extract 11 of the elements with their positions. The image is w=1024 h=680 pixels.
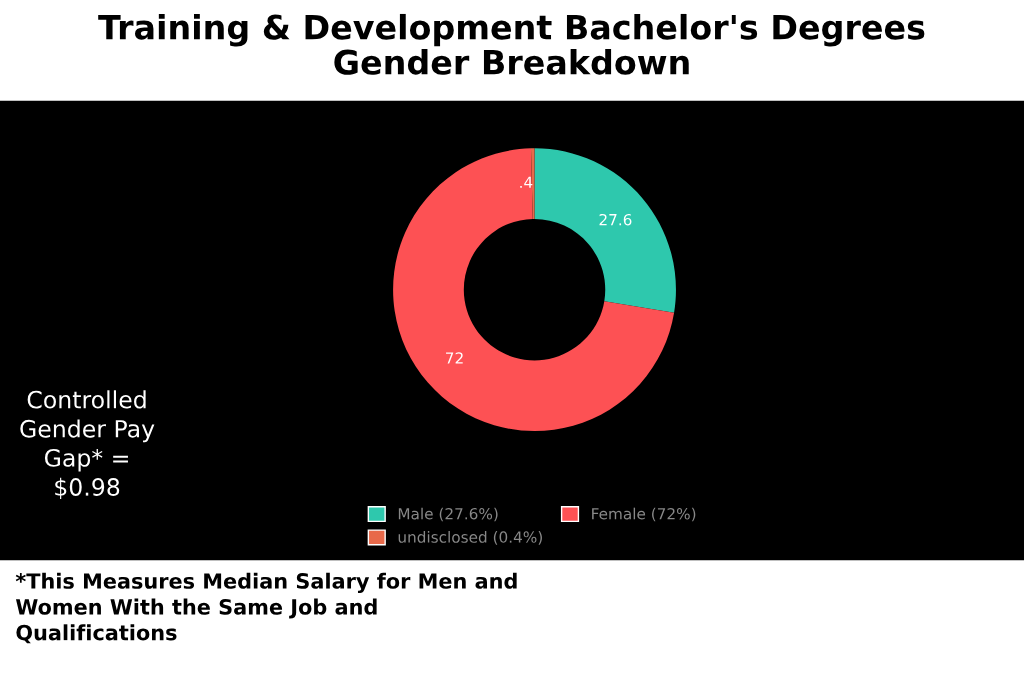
donut-slice (534, 148, 676, 313)
chart-title: Training & Development Bachelor's Degrees Gender Breakdown (98, 13, 925, 75)
text: Controlled Gender Pay Gap* = $0.98 (20, 390, 155, 500)
data-label: 27.6 (599, 213, 632, 226)
donut-slice (393, 148, 675, 432)
data-label: .4 (520, 176, 533, 188)
legend-label: undisclosed (0.4%) (398, 531, 542, 545)
data-label: 72 (446, 352, 463, 364)
text: *This Measures Median Salary for Men and Women With the Same Job and Qualifications (15, 572, 517, 644)
legend-label: Male (27.6%) (398, 507, 498, 522)
legend-label: Female (72%) (592, 507, 696, 522)
